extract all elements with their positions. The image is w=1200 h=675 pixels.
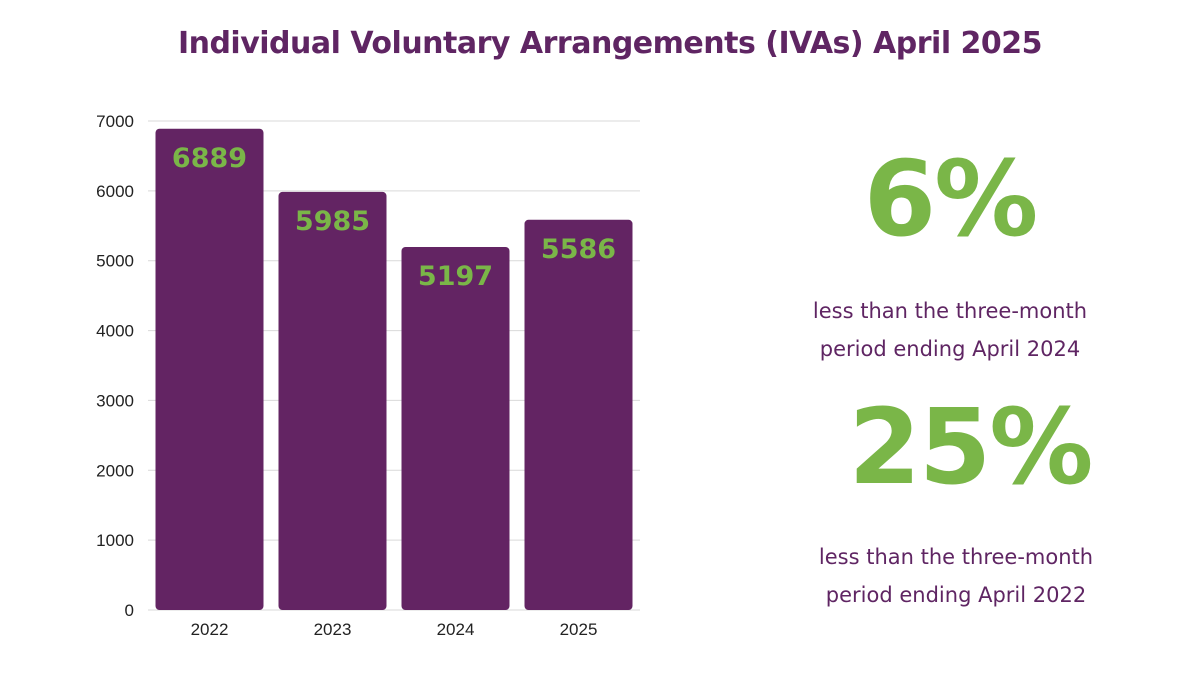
y-tick-label: 0 — [125, 601, 134, 620]
bar-value-label: 5985 — [295, 206, 370, 237]
x-tick-label: 2025 — [560, 620, 598, 639]
y-tick-label: 5000 — [96, 252, 134, 271]
bar-2023 — [278, 191, 387, 610]
bar-chart: 0 1000 2000 3000 4000 5000 6000 7000 6889 2022 598… — [96, 112, 640, 639]
y-tick-label: 4000 — [96, 322, 134, 341]
stat-description-2022: less than the three-month period ending … — [818, 545, 1094, 607]
x-tick-label: 2022 — [191, 620, 229, 639]
y-tick-label: 2000 — [96, 461, 134, 480]
bar-value-label: 5197 — [418, 261, 493, 292]
y-tick-label: 7000 — [96, 112, 134, 131]
x-tick-label: 2024 — [437, 620, 475, 639]
stat-percentage-2024: 6% — [863, 138, 1039, 260]
stat-percentage-2022: 25% — [848, 386, 1094, 508]
chart-title: Individual Voluntary Arrangements (IVAs)… — [177, 26, 1043, 61]
bar-2022 — [155, 128, 264, 610]
bar-value-label: 5586 — [541, 234, 616, 265]
stat-description-2024: less than the three-month period ending … — [812, 299, 1088, 361]
bar-value-label: 6889 — [172, 143, 247, 174]
x-tick-label: 2023 — [314, 620, 352, 639]
bar-2025 — [524, 219, 633, 610]
bar-2024 — [401, 246, 510, 610]
y-tick-label: 6000 — [96, 182, 134, 201]
y-tick-label: 3000 — [96, 391, 134, 410]
y-tick-label: 1000 — [96, 531, 134, 550]
